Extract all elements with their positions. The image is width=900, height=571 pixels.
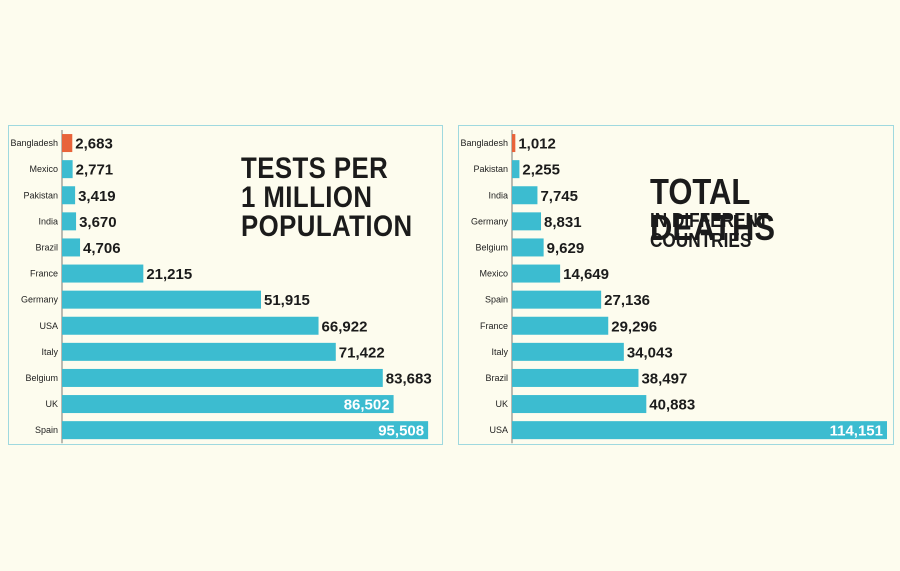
deaths-bar-germany	[512, 212, 542, 231]
tests-value-label-mexico: 2,771	[76, 162, 114, 179]
deaths-category-label-brazil: Brazil	[485, 373, 508, 383]
tests-bar-uk	[62, 395, 394, 414]
tests-value-label-brazil: 4,706	[83, 240, 121, 257]
tests-bar-france	[62, 264, 144, 283]
deaths-value-label-india: 7,745	[540, 188, 578, 205]
deaths-category-label-spain: Spain	[485, 295, 508, 305]
deaths-bar-usa	[512, 421, 887, 440]
tests-bar-belgium	[62, 368, 383, 387]
deaths-category-label-pakistan: Pakistan	[473, 164, 508, 174]
deaths-bar-france	[512, 316, 609, 335]
tests-bar-mexico	[62, 160, 73, 179]
tests-category-label-germany: Germany	[21, 295, 59, 305]
tests-bar-germany	[62, 290, 262, 309]
tests-category-label-spain: Spain	[35, 425, 58, 435]
deaths-value-label-spain: 27,136	[604, 292, 650, 309]
deaths-category-label-uk: UK	[495, 399, 508, 409]
total-deaths-chart: Bangladesh 1,012 Pakistan 2,255 India 7,745 Ge…	[458, 125, 894, 445]
tests-bar-spain	[62, 421, 429, 440]
deaths-value-label-france: 29,296	[611, 318, 657, 335]
deaths-category-label-mexico: Mexico	[479, 269, 508, 279]
deaths-bar-india	[512, 186, 538, 205]
deaths-value-label-mexico: 14,649	[563, 266, 609, 283]
tests-value-label-pakistan: 3,419	[78, 188, 116, 205]
tests-category-label-belgium: Belgium	[25, 373, 58, 383]
tests-category-label-france: France	[30, 269, 58, 279]
tests-category-label-uk: UK	[45, 399, 58, 409]
deaths-value-label-uk: 40,883	[649, 397, 695, 414]
tests-per-million-chart: Bangladesh 2,683 Mexico 2,771 Pakistan 3,419 I…	[8, 125, 443, 445]
tests-category-label-bangladesh: Bangladesh	[10, 138, 58, 148]
deaths-category-label-france: France	[480, 321, 508, 331]
tests-value-label-uk: 86,502	[344, 397, 390, 414]
deaths-category-label-india: India	[488, 190, 508, 200]
deaths-bar-brazil	[512, 368, 639, 387]
deaths-chart-title: TOTAL DEATHS	[650, 171, 775, 248]
tests-bar-india	[62, 212, 77, 231]
deaths-category-label-belgium: Belgium	[475, 242, 508, 252]
tests-category-label-pakistan: Pakistan	[23, 190, 58, 200]
tests-chart-title: TESTS PER 1 MILLION POPULATION	[241, 152, 413, 243]
tests-category-label-india: India	[38, 216, 58, 226]
tests-bar-brazil	[62, 238, 81, 257]
deaths-category-label-italy: Italy	[491, 347, 508, 357]
deaths-bar-belgium	[512, 238, 544, 257]
deaths-category-label-germany: Germany	[471, 216, 509, 226]
deaths-bar-bangladesh	[512, 134, 516, 153]
deaths-bar-spain	[512, 290, 602, 309]
tests-category-label-italy: Italy	[41, 347, 58, 357]
deaths-value-label-germany: 8,831	[544, 214, 582, 231]
tests-category-label-usa: USA	[39, 321, 58, 331]
deaths-value-label-italy: 34,043	[627, 344, 673, 361]
tests-value-label-belgium: 83,683	[386, 370, 432, 387]
deaths-value-label-belgium: 9,629	[547, 240, 585, 257]
tests-value-label-germany: 51,915	[264, 292, 310, 309]
deaths-value-label-bangladesh: 1,012	[518, 136, 556, 153]
deaths-bar-mexico	[512, 264, 561, 283]
deaths-category-label-bangladesh: Bangladesh	[460, 138, 508, 148]
deaths-value-label-brazil: 38,497	[641, 370, 687, 387]
total-deaths-plot: Bangladesh 1,012 Pakistan 2,255 India 7,745 Ge…	[460, 130, 887, 444]
deaths-bar-pakistan	[512, 160, 520, 179]
tests-bar-bangladesh	[62, 134, 73, 153]
tests-bar-pakistan	[62, 186, 76, 205]
deaths-bar-italy	[512, 342, 624, 361]
tests-category-label-mexico: Mexico	[29, 164, 58, 174]
tests-value-label-italy: 71,422	[339, 344, 385, 361]
tests-value-label-bangladesh: 2,683	[75, 136, 113, 153]
deaths-chart-subtitle: IN DIFFERENT COUNTRIES	[650, 210, 769, 252]
deaths-category-label-usa: USA	[489, 425, 508, 435]
tests-bar-usa	[62, 316, 319, 335]
tests-per-million-plot: Bangladesh 2,683 Mexico 2,771 Pakistan 3,419 I…	[10, 130, 432, 444]
deaths-value-label-pakistan: 2,255	[522, 162, 560, 179]
tests-value-label-spain: 95,508	[378, 423, 424, 440]
tests-value-label-usa: 66,922	[322, 318, 368, 335]
tests-value-label-france: 21,215	[146, 266, 192, 283]
tests-value-label-india: 3,670	[79, 214, 117, 231]
deaths-bar-uk	[512, 395, 647, 414]
tests-category-label-brazil: Brazil	[35, 242, 58, 252]
tests-bar-italy	[62, 342, 336, 361]
deaths-value-label-usa: 114,151	[830, 423, 883, 440]
